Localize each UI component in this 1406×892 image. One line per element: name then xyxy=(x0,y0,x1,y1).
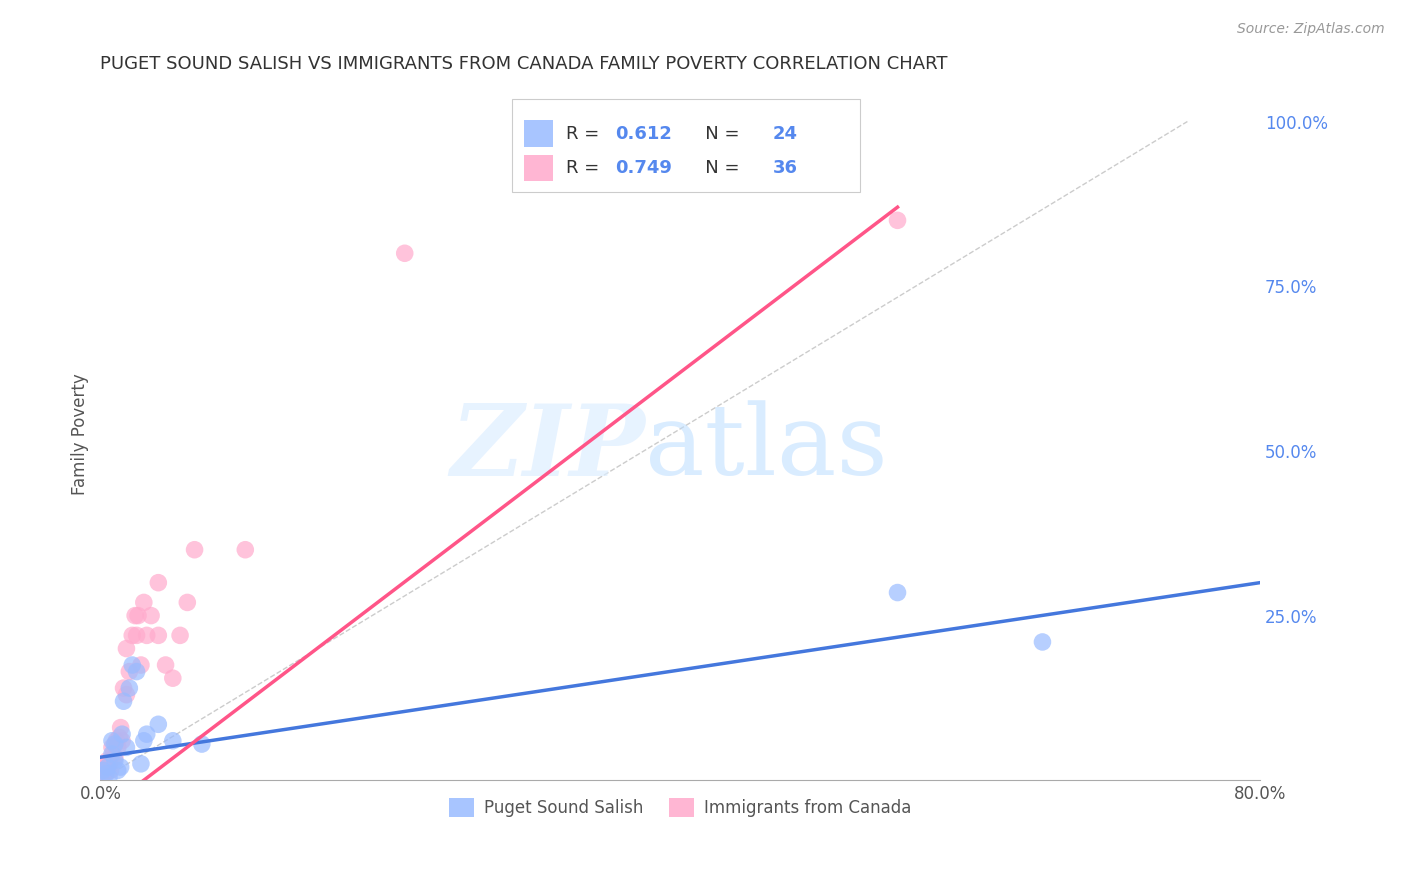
Point xyxy=(127,608,149,623)
Point xyxy=(101,747,124,761)
Legend: Puget Sound Salish, Immigrants from Canada: Puget Sound Salish, Immigrants from Cana… xyxy=(443,791,918,824)
Point xyxy=(886,213,908,227)
Point xyxy=(169,628,191,642)
Point xyxy=(115,688,138,702)
Point xyxy=(104,737,127,751)
Text: R =: R = xyxy=(567,125,606,143)
Point xyxy=(98,770,121,784)
Point xyxy=(105,733,128,747)
Point xyxy=(91,764,114,778)
Point xyxy=(103,747,125,761)
Point xyxy=(101,733,124,747)
Text: 36: 36 xyxy=(773,159,797,178)
Point xyxy=(191,737,214,751)
Point xyxy=(148,628,170,642)
Point xyxy=(394,246,416,260)
Point xyxy=(98,756,121,771)
Point xyxy=(94,764,117,778)
Point xyxy=(97,754,120,768)
Point xyxy=(104,754,127,768)
Text: Source: ZipAtlas.com: Source: ZipAtlas.com xyxy=(1237,22,1385,37)
Point xyxy=(111,733,134,747)
Point xyxy=(118,665,141,679)
Point xyxy=(94,766,117,780)
Point xyxy=(1031,635,1053,649)
Point xyxy=(111,727,134,741)
Point xyxy=(124,608,146,623)
Text: 0.612: 0.612 xyxy=(616,125,672,143)
Point xyxy=(132,595,155,609)
Point xyxy=(125,665,148,679)
Point xyxy=(183,542,205,557)
Point xyxy=(129,756,152,771)
Point xyxy=(233,542,256,557)
Point xyxy=(115,641,138,656)
Point xyxy=(101,740,124,755)
Bar xyxy=(523,120,553,146)
Point xyxy=(148,575,170,590)
Point xyxy=(886,585,908,599)
Point xyxy=(112,694,135,708)
Text: 0.749: 0.749 xyxy=(616,159,672,178)
Point xyxy=(112,681,135,695)
Text: N =: N = xyxy=(688,125,745,143)
Text: atlas: atlas xyxy=(645,401,889,496)
Point xyxy=(121,628,143,642)
Point xyxy=(125,628,148,642)
Point xyxy=(135,727,157,741)
Point xyxy=(115,740,138,755)
Bar xyxy=(523,155,553,181)
Point xyxy=(104,750,127,764)
Point xyxy=(139,608,162,623)
Text: ZIP: ZIP xyxy=(450,400,645,497)
Point xyxy=(93,766,115,780)
Point xyxy=(121,658,143,673)
Point xyxy=(132,733,155,747)
Point xyxy=(91,760,114,774)
Point xyxy=(108,731,131,745)
FancyBboxPatch shape xyxy=(512,99,860,193)
Point xyxy=(97,760,120,774)
Point xyxy=(100,764,122,778)
Point xyxy=(129,658,152,673)
Y-axis label: Family Poverty: Family Poverty xyxy=(72,374,89,495)
Text: N =: N = xyxy=(688,159,745,178)
Point xyxy=(118,681,141,695)
Point xyxy=(155,658,177,673)
Point xyxy=(162,733,184,747)
Point xyxy=(148,717,170,731)
Text: PUGET SOUND SALISH VS IMMIGRANTS FROM CANADA FAMILY POVERTY CORRELATION CHART: PUGET SOUND SALISH VS IMMIGRANTS FROM CA… xyxy=(100,55,948,73)
Point xyxy=(176,595,198,609)
Text: R =: R = xyxy=(567,159,606,178)
Point xyxy=(107,740,129,755)
Point xyxy=(162,671,184,685)
Text: 24: 24 xyxy=(773,125,797,143)
Point xyxy=(107,764,129,778)
Point xyxy=(110,760,132,774)
Point xyxy=(110,721,132,735)
Point xyxy=(135,628,157,642)
